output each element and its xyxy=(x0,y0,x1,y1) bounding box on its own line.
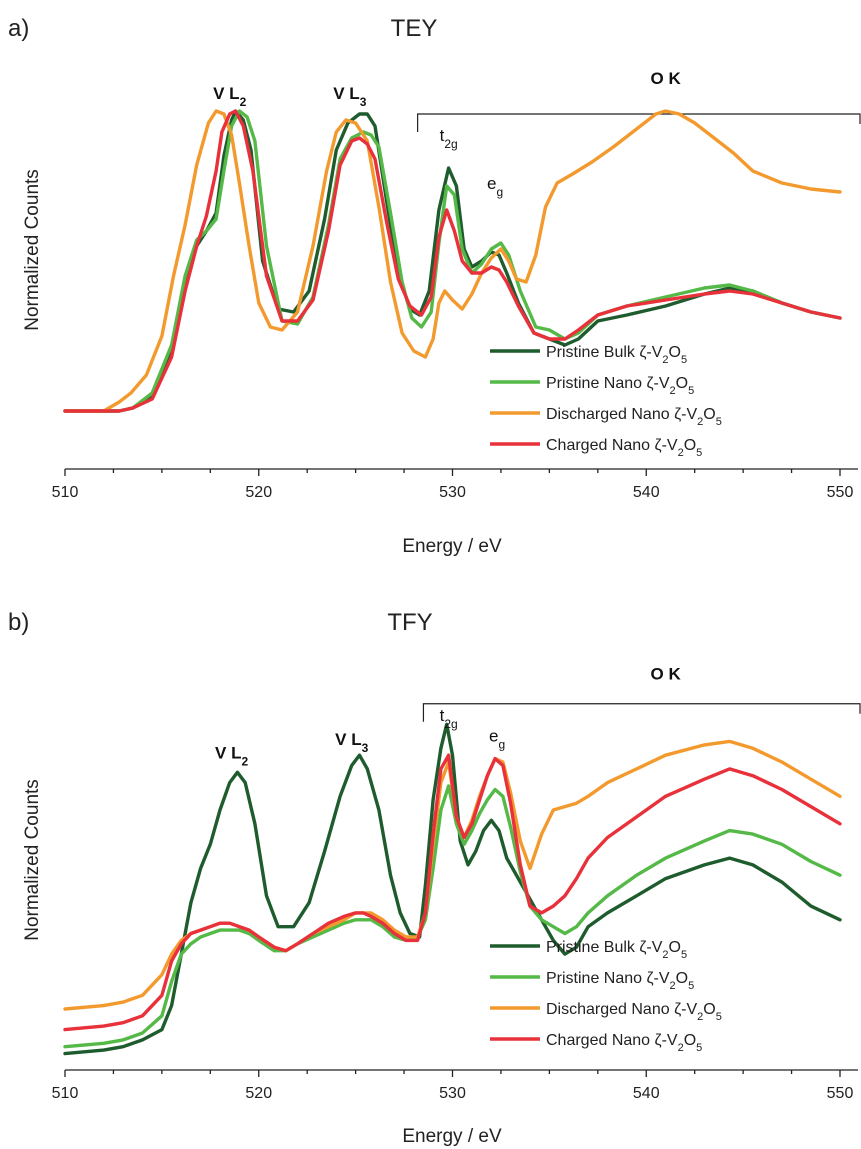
series-line-1 xyxy=(63,109,842,413)
y-axis-label: Normalized Counts xyxy=(22,779,43,941)
annotation-3: O K xyxy=(651,665,682,684)
series-layer xyxy=(63,722,842,1056)
series-layer xyxy=(63,109,842,413)
x-tick-label: 530 xyxy=(439,1085,466,1102)
annotation-4: t2g xyxy=(440,706,458,731)
x-tick-label: 540 xyxy=(633,484,660,501)
legend-label-2: Pristine Nano ζ-V2O5 xyxy=(546,375,694,397)
legend-label-3: Discharged Nano ζ-V2O5 xyxy=(546,406,722,428)
legend-label-1: Pristine Bulk ζ-V2O5 xyxy=(546,939,687,961)
annotation-5: eg xyxy=(489,726,505,751)
x-tick-label: 550 xyxy=(827,484,854,501)
legend: Pristine Bulk ζ-V2O5 Pristine Nano ζ-V2O5… xyxy=(490,344,722,459)
panel-b: b) TFY Normalized Counts Energy / eV 510… xyxy=(8,609,861,1147)
annotation-subscript: 2g xyxy=(444,717,457,731)
annotation-subscript: 3 xyxy=(362,741,369,755)
legend-label-4: Charged Nano ζ-V2O5 xyxy=(546,437,702,459)
legend-label-1: Pristine Bulk ζ-V2O5 xyxy=(546,344,687,366)
annotation-1: V L2 xyxy=(215,744,248,769)
annotation-subscript: 2g xyxy=(444,137,457,151)
annotation-3: O K xyxy=(651,69,682,88)
x-axis-label: Energy / eV xyxy=(402,1126,502,1147)
o-k-bracket-line xyxy=(422,703,861,722)
o-k-bracket xyxy=(422,703,861,722)
x-tick-label: 510 xyxy=(52,484,79,501)
annotation-1: V L2 xyxy=(213,84,246,109)
o-k-bracket xyxy=(417,113,861,132)
x-axis-label: Energy / eV xyxy=(402,536,502,557)
x-tick-label: 530 xyxy=(439,484,466,501)
panel-a: a) TEY Normalized Counts Energy / eV 510… xyxy=(8,15,861,557)
x-tick-label: 540 xyxy=(633,1085,660,1102)
panel-letter: b) xyxy=(8,609,29,636)
legend-label-2: Pristine Nano ζ-V2O5 xyxy=(546,970,694,992)
annotations: V L2 V L3 O K t2g eg xyxy=(215,665,681,769)
annotation-2: V L3 xyxy=(333,84,366,109)
legend-label-4: Charged Nano ζ-V2O5 xyxy=(546,1032,702,1054)
annotation-4: t2g xyxy=(440,126,458,151)
annotation-5: eg xyxy=(487,174,503,199)
annotation-subscript: 2 xyxy=(242,755,249,769)
annotation-subscript: 3 xyxy=(360,95,367,109)
annotations: V L2 V L3 O K t2g eg xyxy=(213,69,681,199)
annotation-subscript: g xyxy=(497,185,504,199)
y-axis-label: Normalized Counts xyxy=(22,169,43,331)
panel-title: TEY xyxy=(391,15,438,42)
x-axis: 510 520 530 540 550 xyxy=(52,468,858,501)
x-tick-label: 550 xyxy=(827,1085,854,1102)
panel-letter: a) xyxy=(8,15,29,42)
x-tick-label: 510 xyxy=(52,1085,79,1102)
series-line-3 xyxy=(63,109,842,413)
x-tick-label: 520 xyxy=(245,484,272,501)
series-line-2 xyxy=(63,784,842,1049)
panel-title: TFY xyxy=(387,609,432,636)
annotation-2: V L3 xyxy=(335,730,368,755)
x-tick-label: 520 xyxy=(245,1085,272,1102)
o-k-bracket-line xyxy=(417,113,861,132)
series-line-4 xyxy=(63,109,842,413)
annotation-subscript: g xyxy=(498,737,505,751)
x-axis: 510 520 530 540 550 xyxy=(52,1069,858,1102)
series-line-4 xyxy=(63,753,842,1032)
series-line-2 xyxy=(63,109,842,413)
legend: Pristine Bulk ζ-V2O5 Pristine Nano ζ-V2O5… xyxy=(490,939,722,1054)
annotation-subscript: 2 xyxy=(240,95,247,109)
legend-label-3: Discharged Nano ζ-V2O5 xyxy=(546,1001,722,1023)
